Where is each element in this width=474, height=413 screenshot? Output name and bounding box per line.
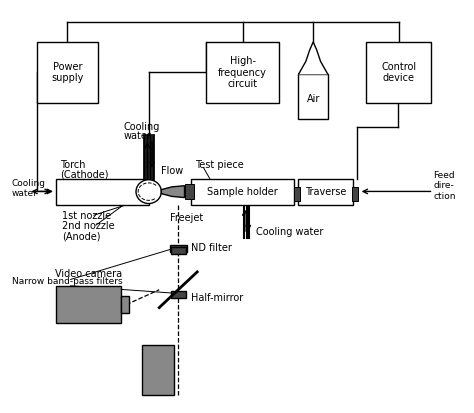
- Bar: [294, 187, 300, 201]
- Text: Traverse: Traverse: [305, 187, 346, 197]
- Text: Air: Air: [307, 94, 320, 104]
- Bar: [206, 42, 280, 103]
- Text: Power
supply: Power supply: [51, 62, 83, 83]
- Text: Flow: Flow: [161, 166, 183, 176]
- Text: 2nd nozzle: 2nd nozzle: [62, 221, 115, 231]
- Text: Cooling: Cooling: [123, 122, 160, 132]
- Text: Feed
dire-
ction: Feed dire- ction: [433, 171, 456, 201]
- Text: ND filter: ND filter: [191, 243, 232, 253]
- Bar: [170, 245, 187, 252]
- Bar: [37, 42, 98, 103]
- Text: (Cathode): (Cathode): [60, 170, 109, 180]
- Bar: [171, 247, 186, 254]
- Text: Test piece: Test piece: [195, 160, 244, 170]
- Bar: [366, 42, 431, 103]
- Bar: [353, 187, 358, 201]
- Bar: [171, 291, 186, 298]
- Text: water: water: [123, 131, 151, 141]
- PathPatch shape: [161, 186, 184, 197]
- Bar: [56, 286, 121, 323]
- Text: Control
device: Control device: [381, 62, 416, 83]
- Bar: [121, 297, 129, 313]
- Text: 1st nozzle: 1st nozzle: [62, 211, 111, 221]
- Bar: [299, 179, 353, 204]
- Circle shape: [136, 180, 161, 204]
- Text: (Anode): (Anode): [62, 231, 100, 241]
- Text: Cooling
water: Cooling water: [11, 179, 46, 198]
- Text: High-
frequency
circuit: High- frequency circuit: [218, 56, 267, 89]
- Text: Video camera: Video camera: [55, 269, 122, 279]
- Text: Freejet: Freejet: [170, 214, 203, 223]
- Text: Narrow band-pass filters: Narrow band-pass filters: [11, 278, 122, 286]
- Bar: [56, 179, 149, 204]
- Text: Torch: Torch: [60, 160, 86, 170]
- Text: Half-mirror: Half-mirror: [191, 293, 243, 303]
- PathPatch shape: [299, 42, 328, 74]
- Bar: [142, 345, 174, 395]
- Bar: [191, 179, 294, 204]
- Bar: [299, 74, 328, 119]
- Bar: [184, 185, 194, 199]
- Text: Sample holder: Sample holder: [207, 187, 278, 197]
- Text: Cooling water: Cooling water: [256, 227, 324, 237]
